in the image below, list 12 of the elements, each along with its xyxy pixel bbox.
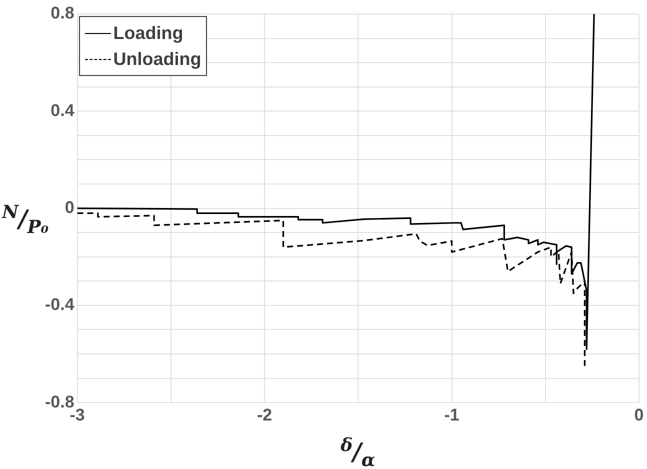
- x-axis-title: $^{δ}$/$_{α}$: [340, 434, 376, 469]
- legend-label: Unloading: [113, 48, 202, 70]
- y-tick-label: 0.8: [50, 4, 74, 23]
- legend-label: Loading: [113, 22, 184, 44]
- y-tick-label: -0.8: [44, 392, 74, 412]
- y-tick-label: 0: [64, 198, 74, 217]
- x-tick-label: 0: [634, 405, 644, 424]
- x-tick-label: -2: [256, 405, 272, 424]
- x-tick-label: -1: [444, 405, 460, 424]
- y-tick-label: -0.4: [44, 295, 75, 314]
- y-axis-title: $^{N}$/$_{P₀}$: [2, 202, 49, 238]
- y-tick-label: 0.4: [50, 100, 75, 120]
